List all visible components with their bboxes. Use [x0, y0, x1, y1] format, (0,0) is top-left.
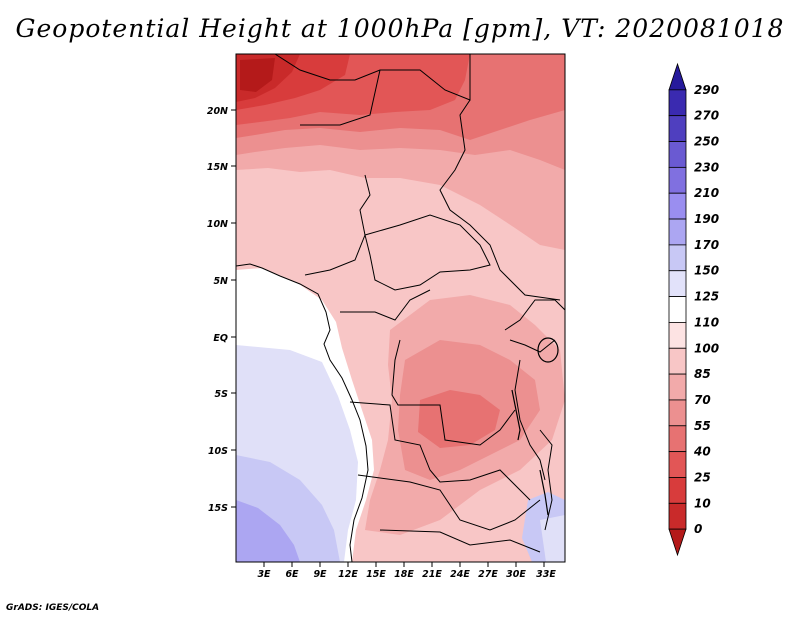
grads-credit: GrADS: IGES/COLA: [6, 603, 100, 613]
colorbar-swatch: [668, 451, 687, 478]
y-tick-5n: 5N: [213, 276, 228, 287]
colorbar-swatch: [668, 270, 687, 297]
colorbar-label: 100: [694, 341, 719, 355]
map-frame: [235, 53, 566, 563]
colorbar-swatch: [668, 62, 687, 91]
country-borders: [236, 54, 565, 562]
colorbar-swatch: [668, 89, 687, 117]
colorbar-label: 40: [693, 445, 711, 459]
y-tick-15n: 15N: [207, 162, 228, 173]
colorbar-swatch: [668, 166, 687, 194]
y-tick-20n: 20N: [207, 106, 228, 117]
x-tick-15e: 15E: [366, 569, 386, 580]
x-tick-24e: 24E: [450, 569, 470, 580]
x-tick-labels: 3E 6E 9E 12E 15E 18E 21E 24E 27E 30E 33E: [257, 569, 556, 580]
colorbar-label: 55: [694, 419, 711, 433]
contour-ocean-170: [236, 500, 300, 562]
lakes: [511, 337, 559, 516]
colorbar-swatch: [668, 528, 687, 557]
axis-ticks: [231, 109, 545, 567]
contour-north-0: [240, 58, 275, 92]
y-tick-10s: 10S: [208, 446, 228, 457]
y-tick-labels: 20N 15N 10N 5N EQ 5S 10S 15S: [207, 106, 228, 514]
colorbar-swatch: [668, 399, 687, 427]
x-tick-3e: 3E: [257, 569, 271, 580]
colorbar-label: 85: [694, 367, 711, 381]
colorbar-swatch: [668, 347, 687, 375]
colorbar-label: 25: [694, 470, 711, 484]
x-tick-21e: 21E: [422, 569, 442, 580]
lake-victoria: [537, 337, 559, 363]
y-tick-5s: 5S: [215, 389, 229, 400]
chart-title: Geopotential Height at 1000hPa [gpm], VT…: [15, 14, 785, 43]
y-tick-15s: 15S: [208, 503, 228, 514]
colorbar-label: 210: [694, 186, 719, 200]
colorbar-label: 230: [694, 160, 719, 174]
x-tick-30e: 30E: [506, 569, 526, 580]
colorbar-swatch: [668, 296, 687, 323]
colorbar-swatch: [668, 477, 687, 504]
colorbar: 2902702502302101901701501251101008570554…: [668, 62, 719, 557]
colorbar-label: 125: [694, 290, 719, 304]
x-tick-6e: 6E: [285, 569, 299, 580]
x-tick-18e: 18E: [394, 569, 414, 580]
y-tick-10n: 10N: [207, 219, 228, 230]
x-tick-27e: 27E: [478, 569, 498, 580]
colorbar-label: 250: [694, 135, 719, 149]
colorbar-label: 0: [694, 522, 702, 536]
colorbar-swatch: [668, 322, 687, 349]
colorbar-label: 170: [694, 238, 719, 252]
contour-field: [236, 54, 565, 562]
colorbar-swatch: [668, 115, 687, 142]
colorbar-swatch: [668, 244, 687, 272]
x-tick-33e: 33E: [536, 569, 556, 580]
colorbar-label: 150: [694, 264, 719, 278]
x-tick-9e: 9E: [313, 569, 327, 580]
colorbar-label: 190: [694, 212, 719, 226]
colorbar-label: 10: [694, 496, 711, 510]
lake-tanganyika: [511, 389, 521, 441]
colorbar-swatch: [668, 218, 687, 246]
colorbar-swatch: [668, 425, 687, 453]
colorbar-label: 270: [694, 109, 719, 123]
colorbar-label: 290: [694, 83, 719, 97]
lake-malawi: [539, 469, 549, 516]
colorbar-swatch: [668, 373, 687, 401]
x-tick-12e: 12E: [338, 569, 358, 580]
colorbar-label: 110: [694, 315, 719, 329]
colorbar-label: 70: [694, 393, 711, 407]
colorbar-swatch: [668, 192, 687, 220]
y-tick-eq: EQ: [213, 333, 228, 344]
colorbar-swatch: [668, 141, 687, 168]
colorbar-swatch: [668, 502, 687, 530]
